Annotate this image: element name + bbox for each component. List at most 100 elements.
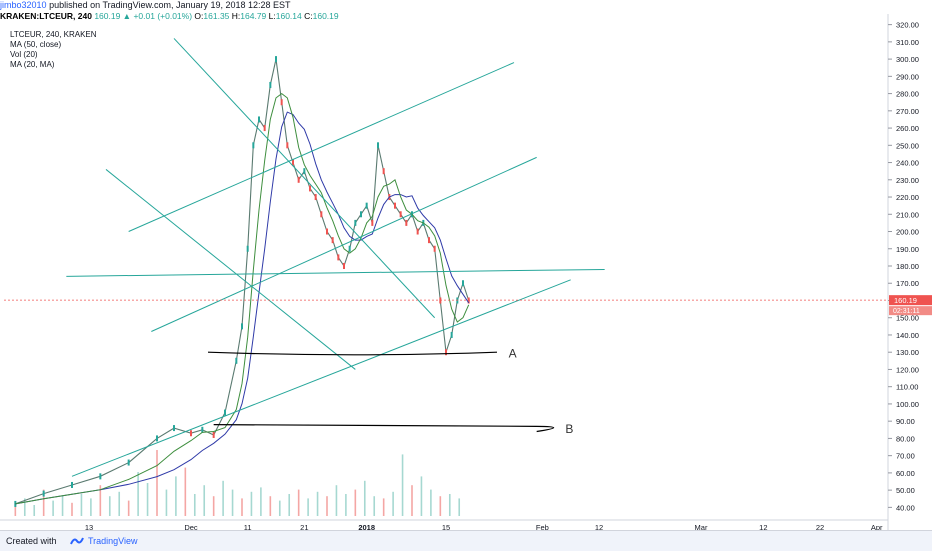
price-chart[interactable]: 40.00 50.00 60.00 70.00 80.00 90.00 100.00 110.… [0, 14, 932, 530]
ohlc-line: KRAKEN:LTCEUR, 240 160.19 ▲ +0.01 (+0.01… [0, 11, 339, 21]
volume-bar [326, 496, 328, 516]
price-candle [331, 237, 334, 244]
price-candle [371, 219, 374, 226]
legend-symbol: LTCEUR, 240, KRAKEN [10, 30, 97, 39]
volume-bar [61, 496, 64, 516]
volume-bar [137, 472, 139, 516]
support-line-a [207, 351, 498, 356]
price-candle [303, 168, 306, 175]
y-tick-label: 140.00 [896, 331, 919, 340]
y-tick-label: 130.00 [896, 348, 919, 357]
volume-bar [269, 496, 272, 516]
annotation-a: A [509, 346, 517, 360]
volume-bar [80, 494, 83, 516]
x-tick-label: Mar [695, 523, 708, 530]
volume-bar [382, 498, 385, 516]
volume-bar [250, 491, 253, 516]
volume-bar [278, 500, 281, 516]
x-tick-label: 22 [816, 523, 824, 530]
last-price-tag [889, 295, 932, 306]
volume-bar [203, 485, 206, 516]
price-candle [263, 125, 266, 132]
y-tick-label: 60.00 [896, 469, 915, 478]
close-value: 160.19 [312, 11, 339, 21]
x-tick-label: 13 [85, 523, 93, 530]
legend-ma50: MA (50, close) [10, 40, 62, 49]
y-tick-label: 260.00 [896, 124, 919, 133]
volume-bar [260, 487, 262, 516]
volume-bar [184, 467, 187, 516]
y-tick-label: 250.00 [896, 141, 919, 150]
volume-bar [241, 498, 243, 516]
open-value: 161.35 [203, 11, 230, 21]
trend-line [173, 38, 436, 319]
volume-bar [127, 500, 130, 516]
volume-bar [439, 496, 442, 516]
price-candle [365, 202, 368, 209]
y-tick-label: 110.00 [896, 383, 918, 392]
price-candle [252, 142, 255, 149]
price-candle [445, 349, 447, 356]
author-link[interactable]: jimbo32010 [0, 0, 47, 10]
price-candle [71, 481, 73, 488]
price-candle [173, 425, 175, 432]
volume-bar [165, 489, 168, 516]
price-candle [224, 409, 226, 416]
volume-bar [316, 491, 319, 516]
tradingview-logo-icon [70, 537, 84, 545]
price-candle [348, 245, 351, 252]
volume-bar [193, 494, 196, 516]
price-candle [360, 211, 362, 218]
volume-bar [33, 505, 36, 516]
price-candle [258, 116, 260, 123]
price-candle [343, 263, 345, 269]
price-candle [337, 254, 340, 261]
tradingview-label: TradingView [88, 536, 138, 546]
y-tick-label: 310.00 [896, 38, 919, 47]
countdown-tag [889, 306, 932, 316]
price-axis-panel [888, 14, 932, 530]
price-candle [399, 211, 402, 218]
volume-bar [156, 450, 158, 516]
price-candle [433, 245, 436, 252]
y-tick-label: 210.00 [896, 210, 919, 219]
close-label: C: [304, 11, 313, 21]
x-tick-label: Apr [871, 523, 883, 530]
volume-bar [288, 494, 291, 516]
x-tick-label: 15 [442, 523, 450, 530]
price-candle [201, 426, 204, 433]
y-tick-label: 70.00 [896, 452, 915, 461]
tradingview-brand[interactable]: TradingView [70, 531, 138, 551]
price-candle [462, 280, 464, 287]
volume-bar [23, 498, 26, 516]
low-value: 160.14 [275, 11, 302, 21]
volume-bar [222, 480, 224, 516]
x-tick-label: 21 [300, 523, 308, 530]
price-candle [326, 228, 328, 235]
y-tick-label: 230.00 [896, 176, 919, 185]
annotation-b: B [565, 422, 573, 436]
volume-bar [307, 498, 309, 516]
price-candle [428, 237, 430, 244]
price-candle [450, 331, 453, 338]
symbol-label: KRAKEN:LTCEUR, 240 [0, 11, 92, 21]
volume-bar [212, 496, 215, 516]
price-candle [297, 176, 300, 183]
trend-line [105, 169, 356, 370]
price-candle [280, 99, 283, 106]
volume-bar [392, 491, 394, 516]
volume-bar [42, 489, 45, 516]
chart-header: jimbo32010 published on TradingView.com,… [0, 0, 932, 11]
price-candle [309, 185, 311, 192]
trend-line [128, 62, 515, 232]
y-tick-label: 150.00 [896, 314, 919, 323]
price-candle [320, 211, 323, 218]
price-candle [394, 202, 396, 209]
price-candle [292, 159, 294, 166]
footer-bar: Created with TradingView [0, 530, 932, 551]
price-candle [354, 219, 357, 226]
volume-bar [354, 489, 357, 516]
price-candle [156, 435, 158, 442]
open-label: O: [194, 11, 204, 21]
volume-bar [411, 485, 413, 516]
